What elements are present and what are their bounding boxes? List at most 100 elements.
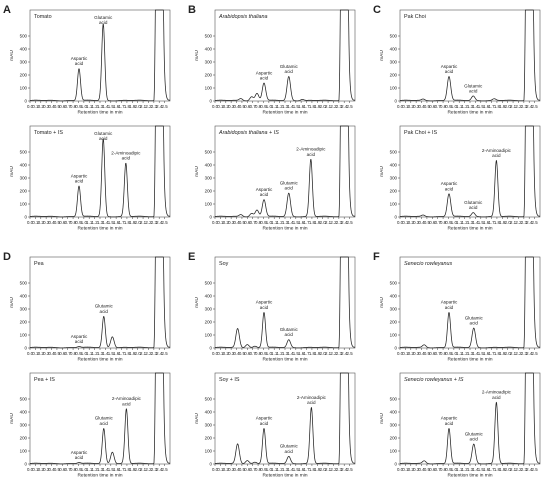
- x-tick-label: 1.1: [271, 467, 278, 472]
- panel-a2: 0 100 200 300 400 500 0.0 0.1 0.2 0.3 0.4 0.5 0.6 0.7…: [9, 125, 171, 232]
- x-tick-label: 1.6: [113, 351, 120, 356]
- x-tick-label: 2.3: [521, 467, 528, 472]
- y-tick-label: 200: [390, 320, 398, 325]
- x-axis-label: Retention time in min: [262, 357, 307, 363]
- x-tick-label: 0.5: [239, 351, 246, 356]
- x-tick-label: 0.0: [212, 351, 219, 356]
- x-tick-label: 1.7: [488, 220, 495, 225]
- y-tick-label: 200: [20, 320, 28, 325]
- x-tick-label: 2.5: [532, 220, 539, 225]
- x-tick-label: 0.3: [228, 104, 235, 109]
- x-tick-label: 1.0: [81, 351, 88, 356]
- y-tick-label: 0: [25, 462, 28, 467]
- x-tick-label: 0.8: [255, 220, 262, 225]
- x-axis-label: Retention time in min: [77, 110, 122, 116]
- y-tick-label: 400: [390, 410, 398, 415]
- x-tick-label: 1.6: [483, 467, 490, 472]
- y-tick-label: 300: [20, 60, 28, 65]
- x-tick-label: 0.6: [429, 220, 436, 225]
- sample-name: Arabidopsis thaliana + IS: [218, 130, 279, 136]
- x-tick-label: 0.2: [408, 104, 415, 109]
- x-tick-label: 1.0: [266, 220, 273, 225]
- x-tick-label: 1.7: [118, 220, 125, 225]
- y-tick-label: 0: [395, 346, 398, 351]
- x-tick-label: 2.3: [336, 351, 343, 356]
- x-tick-label: 1.9: [499, 467, 506, 472]
- panel-a1: 0 100 200 300 400 500 0.0 0.1 0.2 0.3 0.4 0.5 0.6 0.7…: [9, 9, 171, 116]
- y-tick-label: 400: [20, 47, 28, 52]
- x-tick-label: 2.5: [347, 220, 354, 225]
- x-tick-label: 1.7: [303, 104, 310, 109]
- x-tick-label: 0.4: [418, 467, 425, 472]
- x-tick-label: 2.2: [330, 351, 337, 356]
- x-tick-label: 1.7: [303, 220, 310, 225]
- x-tick-label: 1.3: [467, 351, 474, 356]
- x-tick-label: 0.9: [260, 220, 267, 225]
- sample-name: Arabidopsis thaliana: [218, 14, 268, 20]
- panel-d2: 0 100 200 300 400 500 0.0 0.1 0.2 0.3 0.4 0.5 0.6 0.7…: [9, 372, 171, 479]
- y-tick-label: 500: [390, 397, 398, 402]
- peak-label: Glutamic acid: [280, 327, 299, 337]
- x-tick-label: 1.1: [456, 467, 463, 472]
- x-tick-label: 1.6: [113, 467, 120, 472]
- x-tick-label: 2.0: [135, 220, 142, 225]
- x-tick-label: 1.8: [124, 351, 131, 356]
- x-tick-label: 2.1: [325, 351, 332, 356]
- x-tick-label: 1.5: [108, 467, 115, 472]
- x-tick-label: 0.9: [445, 351, 452, 356]
- x-tick-label: 1.0: [451, 104, 458, 109]
- x-tick-label: 0.0: [212, 220, 219, 225]
- chromatogram-trace: [29, 372, 171, 465]
- y-tick-label: 300: [20, 423, 28, 428]
- x-tick-label: 2.0: [135, 467, 142, 472]
- x-tick-label: 0.4: [233, 220, 240, 225]
- y-tick-label: 500: [205, 34, 213, 39]
- x-tick-label: 0.7: [65, 104, 72, 109]
- x-tick-label: 0.6: [59, 351, 66, 356]
- x-tick-label: 1.1: [271, 220, 278, 225]
- x-tick-label: 0.0: [27, 467, 34, 472]
- y-axis-label: mAU: [194, 413, 200, 424]
- x-tick-label: 0.4: [233, 467, 240, 472]
- x-tick-label: 0.8: [70, 220, 77, 225]
- x-tick-label: 0.7: [65, 220, 72, 225]
- x-tick-label: 0.5: [424, 104, 431, 109]
- chromatogram-trace: [399, 372, 541, 465]
- x-tick-label: 0.3: [43, 351, 50, 356]
- x-tick-label: 0.5: [239, 104, 246, 109]
- y-tick-label: 500: [205, 397, 213, 402]
- y-tick-label: 100: [20, 86, 28, 91]
- x-tick-label: 1.6: [483, 220, 490, 225]
- x-tick-label: 0.2: [223, 220, 230, 225]
- x-tick-label: 0.7: [435, 351, 442, 356]
- peak-label: Glutamic acid: [464, 83, 483, 93]
- peak-label: Aspartic acid: [441, 181, 458, 191]
- x-axis-label: Retention time in min: [262, 226, 307, 232]
- x-tick-label: 0.9: [445, 467, 452, 472]
- x-tick-label: 1.1: [456, 220, 463, 225]
- x-tick-label: 0.8: [255, 104, 262, 109]
- chromatogram-trace: [29, 9, 171, 102]
- x-tick-label: 1.1: [86, 104, 93, 109]
- x-tick-label: 0.5: [424, 467, 431, 472]
- x-tick-label: 1.0: [451, 467, 458, 472]
- x-tick-label: 1.8: [309, 467, 316, 472]
- chromatogram-trace: [214, 9, 356, 102]
- x-tick-label: 1.8: [124, 104, 131, 109]
- x-tick-label: 1.9: [129, 104, 136, 109]
- peak-label: Aspartic acid: [71, 334, 88, 344]
- x-tick-label: 2.2: [515, 467, 522, 472]
- x-tick-label: 0.0: [212, 467, 219, 472]
- x-tick-label: 2.5: [347, 104, 354, 109]
- y-tick-label: 300: [390, 307, 398, 312]
- x-tick-label: 0.7: [65, 351, 72, 356]
- y-tick-label: 100: [20, 202, 28, 207]
- peak-label: 2-Aminoadipic acid: [112, 396, 142, 406]
- x-tick-label: 0.0: [27, 220, 34, 225]
- x-tick-label: 0.6: [244, 220, 251, 225]
- x-tick-label: 1.0: [266, 351, 273, 356]
- x-tick-label: 0.6: [59, 467, 66, 472]
- x-tick-label: 0.1: [32, 220, 39, 225]
- x-tick-label: 1.8: [494, 467, 501, 472]
- x-tick-label: 0.6: [59, 220, 66, 225]
